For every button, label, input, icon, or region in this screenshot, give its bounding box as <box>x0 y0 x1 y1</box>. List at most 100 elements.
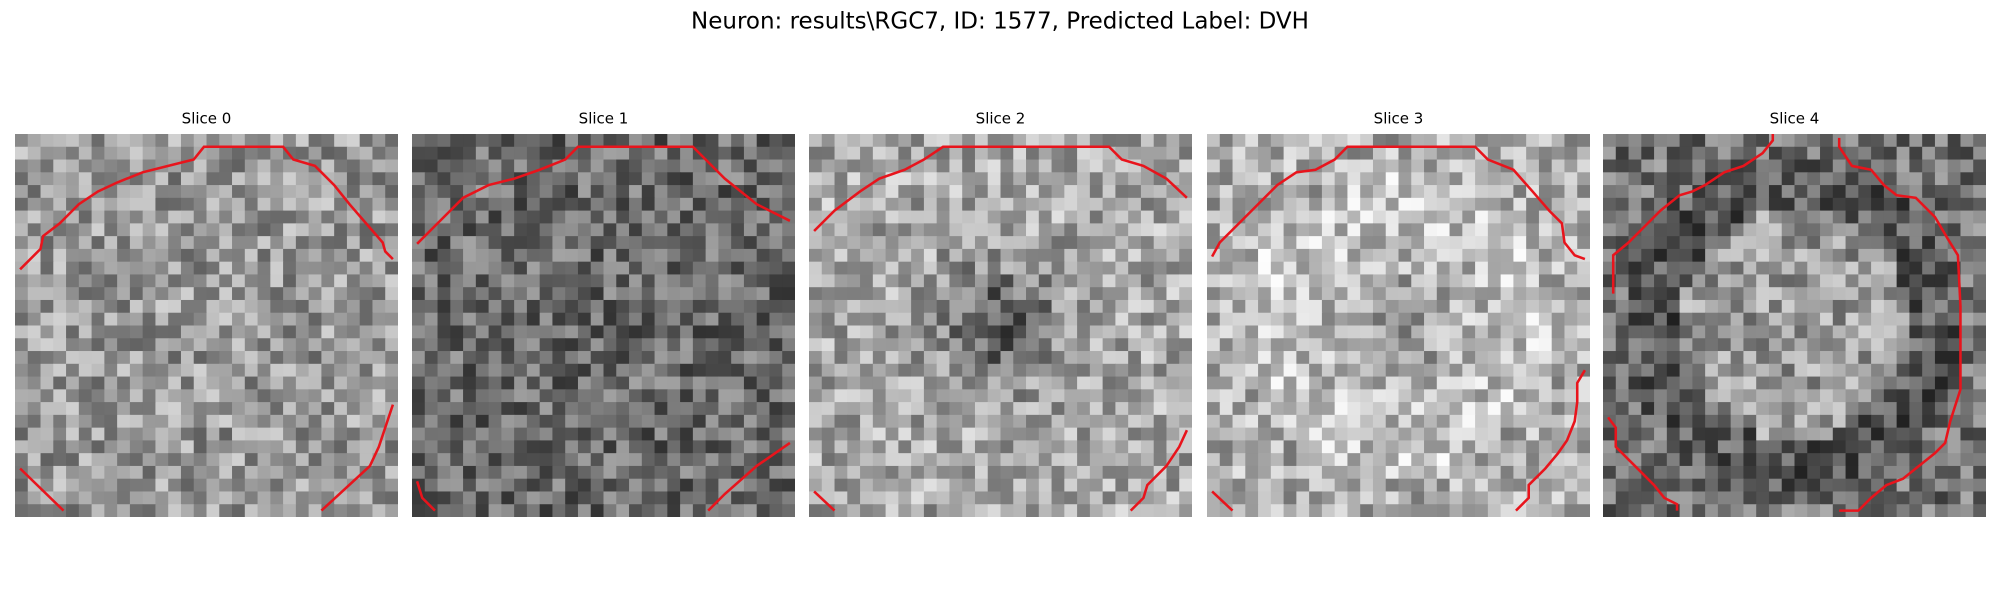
pixel <box>1692 376 1706 390</box>
pixel <box>1845 363 1859 378</box>
pixel <box>911 427 925 441</box>
pixel <box>743 236 758 250</box>
pixel <box>219 197 233 212</box>
pixel <box>1436 299 1451 314</box>
pixel <box>1654 402 1668 416</box>
pixel <box>1973 210 1986 224</box>
pixel <box>949 274 963 288</box>
pixel <box>1398 274 1412 288</box>
pixel <box>987 504 1002 517</box>
pixel <box>692 159 707 173</box>
pixel <box>1730 185 1744 199</box>
pixel <box>334 504 348 517</box>
pixel <box>206 325 220 339</box>
pixel <box>219 440 233 454</box>
pixel <box>1385 287 1400 301</box>
pixel <box>1768 159 1783 173</box>
pixel <box>834 465 848 480</box>
pixel <box>667 210 681 224</box>
pixel <box>667 248 681 263</box>
pixel <box>1922 261 1936 275</box>
pixel <box>718 299 732 314</box>
pixel <box>1051 504 1065 517</box>
pixel <box>1424 325 1438 339</box>
pixel <box>1207 363 1221 378</box>
pixel <box>1781 440 1796 454</box>
pixel <box>731 223 745 237</box>
pixel <box>66 338 80 352</box>
pixel <box>1973 134 1986 148</box>
pixel <box>1909 478 1923 492</box>
pixel <box>526 312 541 327</box>
pixel <box>1615 504 1630 517</box>
pixel <box>526 299 541 314</box>
pixel <box>1666 236 1681 250</box>
pixel <box>1960 274 1974 288</box>
pixel <box>1026 376 1040 390</box>
pixel <box>437 465 451 480</box>
pixel <box>463 402 477 416</box>
pixel <box>1258 236 1272 250</box>
pixel <box>193 453 208 467</box>
pixel <box>206 172 220 186</box>
pixel <box>1538 504 1553 517</box>
pixel <box>1411 172 1425 186</box>
pixel <box>1603 363 1617 378</box>
pixel <box>412 363 426 378</box>
pixel <box>1245 351 1259 365</box>
pixel <box>359 465 373 480</box>
pixel <box>1615 363 1630 378</box>
pixel <box>1385 478 1400 492</box>
pixel <box>834 376 848 390</box>
pixel <box>359 197 373 212</box>
pixel <box>1960 236 1974 250</box>
pixel <box>91 325 105 339</box>
pixel <box>1179 351 1192 365</box>
pixel <box>244 402 259 416</box>
pixel <box>1179 363 1192 378</box>
pixel <box>1654 236 1668 250</box>
pixel <box>1026 504 1040 517</box>
pixel <box>450 261 464 275</box>
pixel <box>91 236 105 250</box>
pixel <box>731 376 745 390</box>
pixel <box>860 402 874 416</box>
pixel <box>1922 146 1936 161</box>
pixel <box>1424 236 1438 250</box>
pixel <box>1922 504 1936 517</box>
pixel <box>1321 465 1336 480</box>
pixel <box>1922 134 1936 148</box>
pixel <box>821 146 836 161</box>
pixel <box>1077 248 1091 263</box>
pixel <box>1245 159 1259 173</box>
pixel <box>769 414 783 429</box>
pixel <box>552 478 566 492</box>
pixel <box>705 223 719 237</box>
pixel <box>1666 376 1681 390</box>
pixel <box>1794 261 1808 275</box>
pixel <box>270 504 284 517</box>
pixel <box>1115 185 1129 199</box>
pixel <box>283 299 297 314</box>
pixel <box>1424 351 1438 365</box>
pixel <box>552 325 566 339</box>
contour <box>320 404 395 512</box>
pixel <box>1666 312 1681 327</box>
pixel <box>565 223 579 237</box>
pixel <box>1115 274 1129 288</box>
pixel <box>616 159 630 173</box>
pixel <box>872 491 887 505</box>
pixel <box>1666 197 1681 212</box>
pixel <box>117 146 131 161</box>
pixel <box>782 414 795 429</box>
pixel <box>923 210 938 224</box>
pixel <box>1922 159 1936 173</box>
pixel <box>501 185 515 199</box>
pixel <box>603 351 617 365</box>
pixel <box>1820 146 1834 161</box>
pixel <box>552 491 566 505</box>
pixel <box>1628 146 1642 161</box>
pixel <box>1128 312 1142 327</box>
pixel <box>1526 287 1540 301</box>
pixel <box>1845 146 1859 161</box>
